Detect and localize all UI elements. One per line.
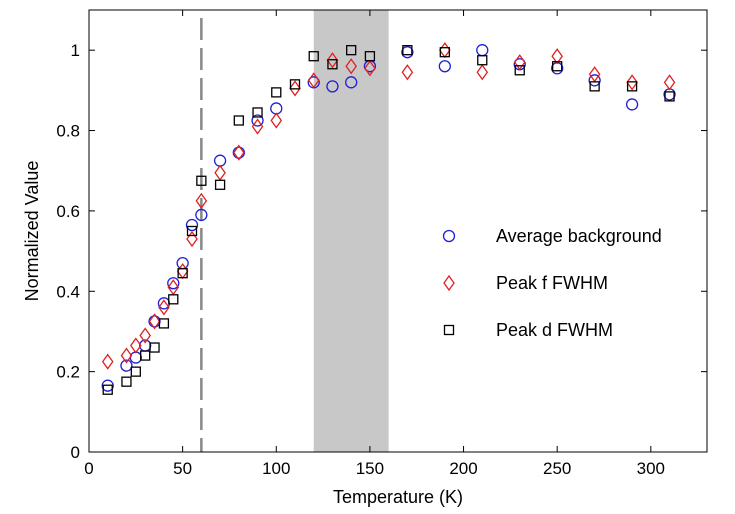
data-point-square — [149, 342, 160, 353]
data-point-diamond — [158, 299, 170, 316]
x-tick-label: 150 — [356, 459, 384, 478]
legend-marker-diamond — [443, 274, 455, 292]
data-point-circle — [270, 102, 283, 115]
data-point-circle — [167, 277, 180, 290]
data-point-circle — [120, 359, 133, 372]
data-point-circle — [251, 114, 264, 127]
data-point-square — [552, 61, 563, 72]
data-point-square — [130, 366, 141, 377]
data-point-square — [186, 225, 198, 237]
data-point-square — [196, 175, 207, 186]
x-tick-label: 300 — [637, 459, 665, 478]
data-point-square — [308, 51, 319, 62]
data-point-diamond — [251, 118, 264, 135]
data-point-diamond — [307, 72, 320, 89]
data-point-circle — [326, 80, 339, 93]
data-point-circle — [625, 98, 639, 111]
data-point-square — [589, 81, 600, 92]
data-point-circle — [101, 379, 114, 392]
data-point-square — [271, 87, 282, 98]
series-circle — [101, 44, 676, 392]
legend-marker-circle — [442, 229, 456, 243]
data-point-diamond — [214, 164, 226, 181]
y-axis-title: Normalized Value — [22, 161, 42, 302]
data-point-square — [626, 81, 638, 92]
legend-label: Average background — [496, 226, 662, 246]
data-point-square — [121, 376, 132, 387]
x-tick-label: 200 — [449, 459, 477, 478]
data-point-circle — [195, 208, 208, 222]
data-point-square — [664, 91, 675, 102]
legend-label: Peak d FWHM — [496, 320, 613, 340]
data-point-square — [364, 51, 376, 62]
data-point-diamond — [663, 74, 676, 91]
y-tick-label: 0 — [71, 443, 80, 462]
data-point-diamond — [101, 353, 114, 370]
data-point-circle — [148, 315, 161, 328]
data-point-diamond — [289, 80, 301, 97]
data-point-circle — [345, 76, 358, 89]
data-point-square — [177, 268, 188, 279]
data-point-square — [514, 65, 525, 76]
data-point-circle — [213, 154, 227, 167]
data-point-square — [102, 384, 113, 395]
data-point-diamond — [186, 230, 198, 248]
data-point-diamond — [626, 74, 638, 91]
plot-frame — [88, 9, 708, 453]
series-square — [102, 45, 675, 395]
shaded-region — [313, 10, 389, 452]
data-point-circle — [438, 60, 451, 73]
data-point-diamond — [270, 112, 283, 129]
data-point-diamond — [233, 144, 245, 161]
data-point-diamond — [130, 337, 142, 354]
data-point-square — [233, 115, 244, 126]
y-tick-label: 0.4 — [56, 282, 80, 301]
data-point-square — [346, 45, 357, 56]
data-point-circle — [185, 218, 199, 232]
data-point-diamond — [148, 313, 161, 330]
data-point-square — [158, 318, 170, 329]
data-point-circle — [232, 146, 245, 159]
data-point-square — [252, 107, 263, 118]
x-tick-label: 0 — [84, 459, 93, 478]
y-tick-label: 0.2 — [56, 363, 80, 382]
data-point-diamond — [401, 64, 414, 81]
y-tick-label: 1 — [71, 41, 80, 60]
x-axis-title: Temperature (K) — [333, 487, 463, 507]
data-point-square — [327, 59, 338, 70]
x-tick-label: 100 — [262, 459, 290, 478]
y-tick-label: 0.6 — [56, 202, 80, 221]
data-point-circle — [551, 62, 564, 75]
data-point-diamond — [345, 58, 357, 75]
legend-marker-square — [443, 324, 455, 336]
data-point-diamond — [476, 64, 489, 81]
data-point-diamond — [439, 42, 451, 59]
data-point-square — [402, 45, 413, 56]
data-point-diamond — [195, 192, 208, 209]
data-point-square — [439, 47, 450, 58]
legend-label: Peak f FWHM — [496, 273, 608, 293]
data-point-square — [289, 79, 301, 90]
data-point-circle — [663, 88, 676, 101]
y-tick-label: 0.8 — [56, 122, 80, 141]
x-tick-label: 250 — [543, 459, 571, 478]
data-point-square — [477, 55, 488, 66]
data-point-diamond — [120, 347, 133, 364]
data-point-square — [168, 294, 179, 305]
data-point-diamond — [551, 48, 563, 65]
data-point-circle — [588, 74, 601, 87]
data-point-diamond — [364, 60, 376, 77]
data-point-diamond — [513, 54, 526, 71]
data-point-diamond — [139, 327, 151, 344]
x-tick-label: 50 — [173, 459, 192, 478]
data-point-circle — [476, 44, 489, 57]
data-point-square — [140, 350, 151, 361]
data-point-square — [214, 179, 226, 190]
data-point-circle — [401, 46, 414, 59]
data-point-diamond — [176, 263, 189, 280]
data-point-diamond — [326, 52, 339, 69]
data-point-circle — [129, 351, 142, 364]
